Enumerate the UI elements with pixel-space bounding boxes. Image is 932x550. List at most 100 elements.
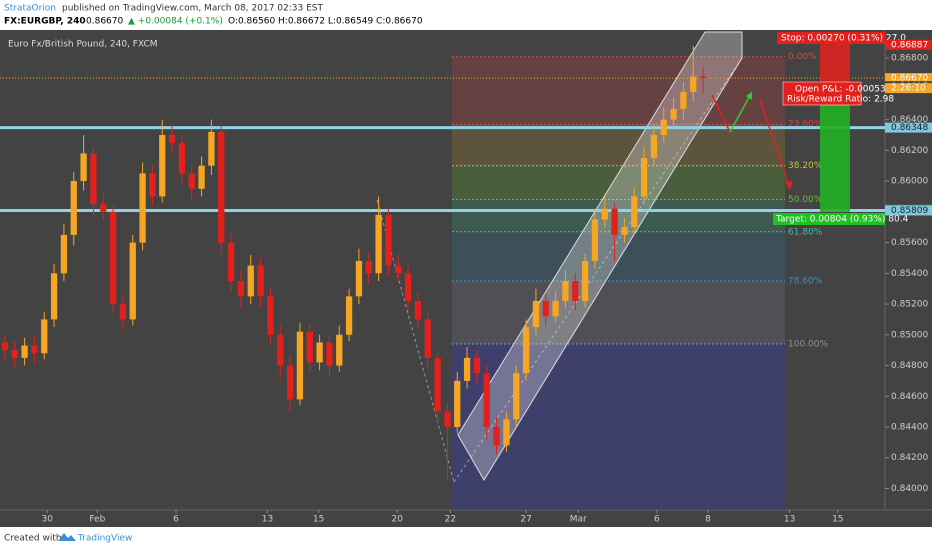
- arrow-head: [785, 181, 793, 190]
- pnl-label: Open P&L: -0.00053: [795, 85, 886, 95]
- candle-body: [444, 411, 451, 428]
- x-tick-label: 15: [313, 515, 324, 525]
- y-tick-label: 0.85600: [891, 238, 928, 248]
- x-tick-label: 30: [41, 515, 53, 525]
- candle-body: [404, 273, 412, 301]
- candle-body: [11, 350, 18, 358]
- candle-body: [345, 296, 353, 335]
- candle-body: [336, 334, 343, 366]
- candle-body: [119, 304, 127, 320]
- footer-bg: [0, 527, 932, 550]
- x-tick-label: 6: [654, 515, 660, 525]
- candle-body: [277, 334, 284, 366]
- arrow-head: [746, 92, 752, 100]
- header-bg: [0, 0, 932, 30]
- fib-label: 100.00%: [788, 340, 828, 350]
- candle-body: [473, 357, 481, 374]
- candle-body: [572, 280, 579, 301]
- candle-body: [532, 300, 540, 328]
- arrow: [711, 94, 731, 133]
- fib-zone: [452, 199, 785, 232]
- candle-body: [375, 214, 382, 274]
- candle-body: [1, 342, 9, 351]
- candle-body: [50, 273, 58, 320]
- candle-body: [503, 419, 510, 446]
- candle-body: [267, 296, 274, 335]
- x-tick-label: 20: [392, 515, 404, 525]
- price-label: 0.86887: [891, 40, 928, 50]
- candle-body: [650, 134, 658, 159]
- price-label: 0.85809: [891, 206, 928, 216]
- candle-body: [513, 373, 520, 420]
- candle-body: [463, 357, 471, 381]
- candle-body: [493, 427, 500, 446]
- price-label-bg: [885, 122, 932, 133]
- candle-body: [611, 208, 618, 235]
- x-tick-label: Feb: [89, 515, 105, 525]
- author[interactable]: StrataOrion: [4, 4, 56, 14]
- axes: 0.84000 0.84200 0.84400 0.84600 0.84800 0.850…: [41, 39, 932, 525]
- y-tick-label: 0.84000: [891, 484, 928, 494]
- symbol: FX:EURGBP, 240: [4, 17, 86, 27]
- candle-body: [149, 173, 156, 197]
- target-label: Target: 0.00804 (0.93%) 80.4: [775, 215, 909, 225]
- candle-body: [198, 165, 205, 189]
- y-tick-label: 0.84600: [891, 392, 928, 402]
- candle-body: [129, 242, 136, 320]
- candle-body: [631, 196, 638, 228]
- candle-body: [542, 300, 549, 317]
- x-tick-label: 15: [832, 515, 843, 525]
- y-tick-label: 0.85200: [891, 300, 928, 310]
- chart-title: Euro Fx/British Pound, 240, FXCM: [8, 40, 158, 50]
- candle-body: [660, 119, 667, 135]
- x-tick-label: 8: [705, 515, 711, 525]
- fib-label: 23.60%: [788, 120, 823, 130]
- candle-body: [70, 181, 77, 235]
- y-tick-label: 0.86000: [891, 177, 928, 187]
- candle-body: [601, 208, 608, 220]
- last-price: 0.86670: [86, 17, 123, 27]
- x-tick-label: Mar: [570, 515, 587, 525]
- candle-body: [483, 373, 490, 428]
- arrow: [759, 99, 791, 189]
- candle-body: [552, 300, 559, 317]
- candle-body: [680, 91, 687, 109]
- candles: [0, 45, 885, 481]
- candle-body: [247, 265, 254, 297]
- price-label: 0.86670: [891, 74, 928, 84]
- candle-body: [385, 214, 392, 266]
- price-label-bg: [885, 73, 932, 84]
- y-tick-label: 0.84400: [891, 423, 928, 433]
- candle-body: [581, 261, 589, 301]
- countdown: 2:26:10: [891, 84, 926, 94]
- y-tick-label: 0.85400: [891, 269, 928, 279]
- candle-body: [454, 380, 461, 428]
- fib-label: 50.00%: [788, 195, 823, 205]
- y-tick-label: 0.86200: [891, 146, 928, 156]
- ohlc: O:0.86560 H:0.86672 L:0.86549 C:0.86670: [228, 17, 423, 27]
- arrow: [729, 91, 753, 133]
- candle-body: [434, 357, 441, 412]
- candle-body: [178, 142, 186, 174]
- rr-label: Risk/Reward Ratio: 2.98: [787, 95, 894, 105]
- candle-body: [414, 300, 422, 320]
- x-tick-label: 6: [173, 515, 179, 525]
- candle-body: [90, 153, 97, 205]
- brand[interactable]: TradingView: [77, 534, 132, 544]
- candle-body: [188, 173, 195, 189]
- candle-body: [139, 173, 146, 243]
- candle-body: [168, 134, 176, 143]
- x-tick-label: 13: [784, 515, 795, 525]
- candle-body: [109, 211, 117, 305]
- y-tick-label: 0.85000: [891, 330, 928, 340]
- y-tick-label: 0.86800: [891, 54, 928, 64]
- y-tick-label: 0.84200: [891, 453, 928, 463]
- candle-body: [522, 327, 530, 374]
- candle-body: [621, 227, 628, 235]
- pnl-box: [782, 81, 862, 106]
- candle-body: [306, 331, 313, 363]
- change: ▲ +0.00084 (+0.1%): [128, 17, 223, 27]
- candle-body: [60, 234, 68, 274]
- x-tick-label: 13: [262, 515, 273, 525]
